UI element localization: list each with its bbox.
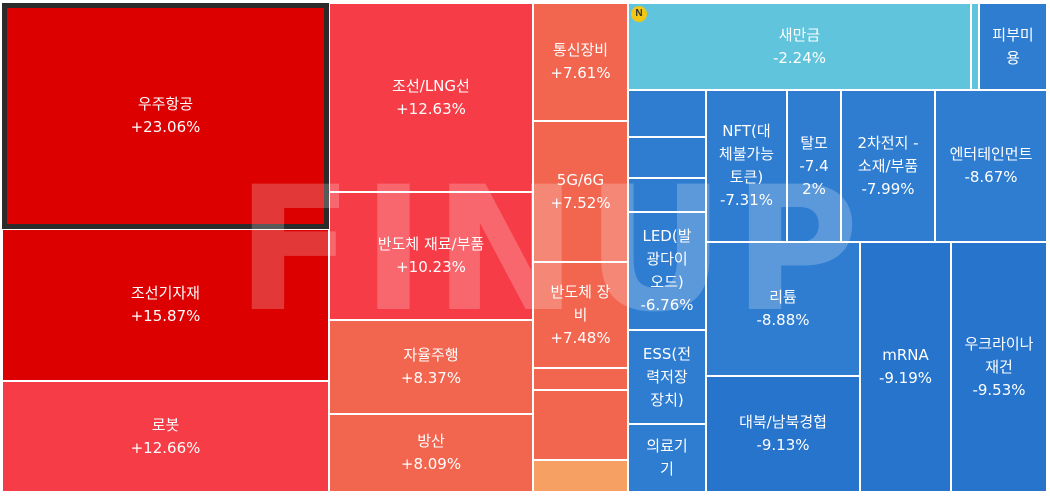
tile-won-gold[interactable]: 새만금 -2.24%	[628, 3, 971, 90]
tile-change: -7.99%	[861, 179, 915, 198]
tile-label: 2차전지 - 소재/부품	[857, 133, 919, 175]
tile-label: 통신장비	[552, 41, 609, 59]
tile-label: NFT(대 체불가능 토큰)	[718, 122, 775, 186]
tile-change: +7.61%	[550, 64, 611, 82]
tile-change: +23.06%	[130, 118, 201, 136]
tile-label: 자율주행	[403, 346, 459, 364]
tile-change: +7.48%	[550, 328, 611, 347]
tile-label: 5G/6G	[556, 170, 605, 189]
tile-ess[interactable]: ESS(전 력저장 장치)	[628, 330, 706, 424]
tile-label: 우크라이나 재건	[964, 334, 1034, 376]
tile-label: 탈모	[800, 133, 828, 152]
tile-label: 리튬	[769, 288, 797, 306]
tile-label: 반도체 재료/부품	[377, 235, 485, 253]
tile-label: ESS(전 력저장 장치)	[642, 344, 692, 409]
tile-change: +15.87%	[130, 307, 201, 325]
tile-small[interactable]	[628, 178, 706, 212]
tile-label: 피부미 용	[992, 25, 1034, 67]
tile-label: 엔터테인먼트	[949, 145, 1033, 163]
tile-defense[interactable]: 방산 +8.09%	[329, 414, 533, 492]
tile-label: 의료기 기	[646, 437, 688, 478]
tile-entertainment[interactable]: 엔터테인먼트 -8.67%	[935, 90, 1047, 242]
tile-change: +7.52%	[550, 193, 611, 212]
tile-label: 우주항공	[137, 95, 194, 113]
tile-beauty[interactable]: 피부미 용	[979, 3, 1047, 90]
tile-telecom-equip[interactable]: 통신장비 +7.61%	[533, 3, 628, 121]
tile-small[interactable]	[628, 90, 706, 137]
tile-change: +10.23%	[396, 258, 466, 276]
tile-label: 조선기자재	[130, 284, 200, 302]
tile-north-korea[interactable]: 대북/남북경협 -9.13%	[706, 376, 860, 492]
tile-small[interactable]	[971, 3, 979, 90]
tile-label: 대북/남북경협	[739, 413, 827, 431]
tile-aerospace[interactable]: 우주항공 +23.06%	[2, 3, 329, 229]
tile-change: -7.31%	[719, 191, 774, 209]
tile-change: -8.67%	[964, 168, 1018, 186]
tile-lithium[interactable]: 리튬 -8.88%	[706, 242, 860, 376]
tile-change: +8.09%	[400, 455, 462, 473]
tile-5g-6g[interactable]: 5G/6G +7.52%	[533, 121, 628, 262]
tile-shipbuilding-equip[interactable]: 조선기자재 +15.87%	[2, 229, 329, 381]
tile-label: 조선/LNG선	[392, 76, 470, 95]
tile-label: 방산	[417, 432, 445, 450]
tile-change: +12.63%	[396, 99, 466, 118]
tile-led[interactable]: LED(발 광다이 오드) -6.76%	[628, 212, 706, 330]
tile-mrna[interactable]: mRNA -9.19%	[860, 242, 951, 492]
tile-medical[interactable]: 의료기 기	[628, 424, 706, 492]
tile-change: -6.76%	[640, 296, 694, 314]
tile-autonomous-driving[interactable]: 자율주행 +8.37%	[329, 320, 533, 414]
tile-change: -2.24%	[772, 48, 827, 67]
tile-change: +8.37%	[400, 369, 462, 387]
tile-label: 새만금	[778, 25, 821, 44]
tile-ukraine[interactable]: 우크라이나 재건 -9.53%	[951, 242, 1047, 492]
tile-label: 로봇	[151, 415, 180, 434]
tile-change: +12.66%	[130, 438, 201, 457]
tile-label: 반도체 장 비	[550, 282, 611, 324]
tile-small[interactable]	[533, 460, 628, 492]
tile-small[interactable]	[628, 137, 706, 178]
tile-hair-loss[interactable]: 탈모 -7.4 2%	[787, 90, 841, 242]
tile-robot[interactable]: 로봇 +12.66%	[2, 381, 329, 492]
tile-small[interactable]	[533, 368, 628, 390]
tile-shipbuilding-lng[interactable]: 조선/LNG선 +12.63%	[329, 3, 533, 192]
tile-change: -9.53%	[972, 380, 1026, 399]
tile-label: mRNA	[882, 346, 929, 364]
tile-semi-materials[interactable]: 반도체 재료/부품 +10.23%	[329, 192, 533, 320]
tile-change: -7.4 2%	[799, 156, 829, 198]
tile-nft[interactable]: NFT(대 체불가능 토큰) -7.31%	[706, 90, 787, 242]
tile-change: -9.13%	[756, 436, 810, 454]
tile-battery[interactable]: 2차전지 - 소재/부품 -7.99%	[841, 90, 935, 242]
tile-change: -8.88%	[756, 311, 810, 329]
tile-label: LED(발 광다이 오드)	[642, 227, 692, 291]
tile-small[interactable]	[533, 390, 628, 460]
tile-semi-equipment[interactable]: 반도체 장 비 +7.48%	[533, 262, 628, 368]
tile-change: -9.19%	[878, 369, 933, 387]
